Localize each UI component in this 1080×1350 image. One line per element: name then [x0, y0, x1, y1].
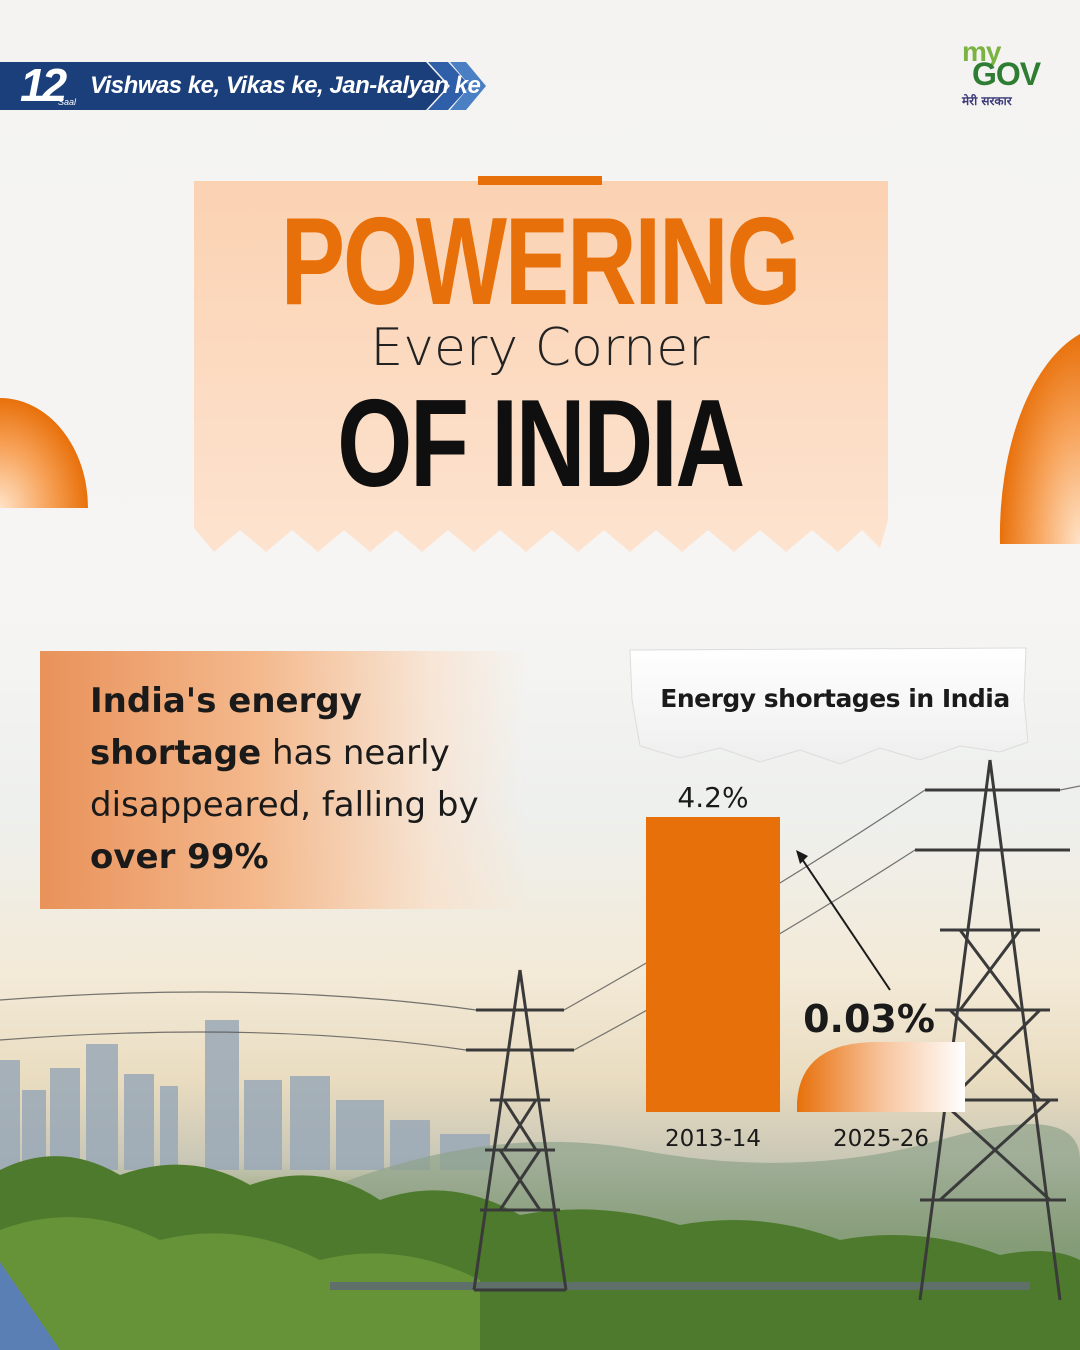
title-card-shape: [194, 181, 888, 552]
pylon-center: [466, 969, 574, 1292]
bar-2025-26: [797, 1042, 965, 1112]
banner-years-suffix: Saal: [58, 97, 77, 107]
decline-arrow-line: [799, 855, 891, 991]
title-every-corner: Every Corner: [370, 318, 710, 378]
bridge: [330, 1282, 1030, 1290]
bar-2013-14: [646, 817, 780, 1112]
pylon-right: [915, 759, 1070, 1301]
sun-shape-right: [999, 334, 1080, 544]
banner-tagline: Vishwas ke, Vikas ke, Jan-kalyan ke: [90, 72, 481, 99]
sun-shape-left: [0, 398, 88, 508]
chart-title: Energy shortages in India: [660, 684, 1010, 713]
data-label-2013-14: 4.2%: [677, 781, 748, 814]
logo-my: my: [962, 36, 1001, 67]
fact-bold-1: India's energy shortage: [90, 681, 362, 773]
trees-highlight: [0, 1217, 480, 1350]
title-card-tab: [478, 176, 602, 185]
banner-ribbon: [0, 62, 486, 110]
title-of-india: OF INDIA: [337, 375, 745, 513]
logo-gov: GOV: [972, 56, 1041, 92]
category-label-2013-14: 2013-14: [665, 1126, 761, 1152]
data-label-2025-26: 0.03%: [803, 997, 935, 1041]
fact-bold-2: over 99%: [90, 837, 269, 877]
fact-box: India's energy shortage has nearly disap…: [40, 651, 528, 909]
decline-arrow-head: [796, 850, 808, 864]
fact-text: India's energy shortage has nearly disap…: [90, 675, 510, 883]
banner-years: 12: [20, 59, 67, 111]
category-label-2025-26: 2025-26: [833, 1126, 929, 1152]
title-powering: POWERING: [280, 193, 802, 331]
solar-panel: [0, 1262, 60, 1350]
chart-title-tape: [629, 647, 1029, 765]
logo-hindi: मेरी सरकार: [962, 94, 1012, 108]
fact-body: has nearly disappeared, falling by: [90, 733, 479, 825]
